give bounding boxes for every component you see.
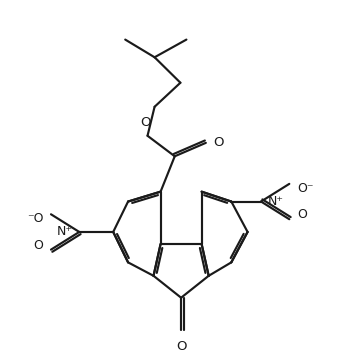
Text: N⁺: N⁺ xyxy=(57,226,73,238)
Text: O: O xyxy=(214,136,224,149)
Text: O⁻: O⁻ xyxy=(297,182,314,195)
Text: O: O xyxy=(140,116,151,129)
Text: O: O xyxy=(33,239,43,252)
Text: O: O xyxy=(176,340,187,353)
Text: O: O xyxy=(297,208,307,221)
Text: N⁺: N⁺ xyxy=(267,195,283,208)
Text: ⁻O: ⁻O xyxy=(27,212,43,225)
